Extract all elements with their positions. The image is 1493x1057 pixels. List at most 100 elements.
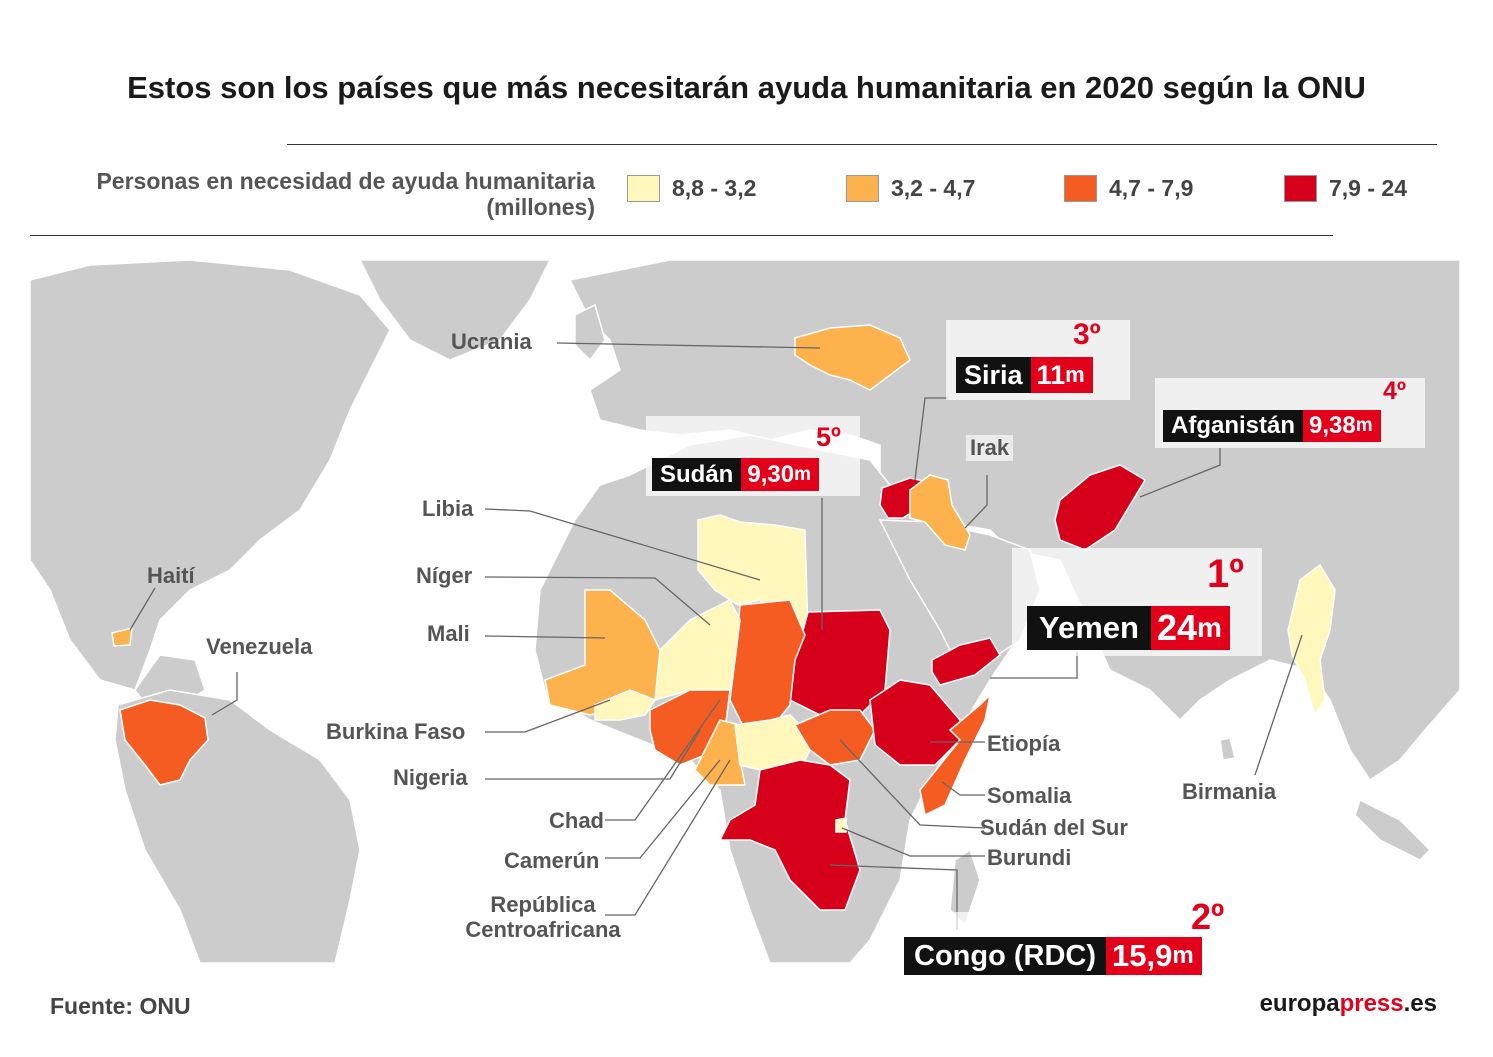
country-ucrania (794, 324, 911, 391)
rank-number-siria: 3º (1073, 318, 1101, 351)
label-sudan-sur: Sudán del Sur (980, 815, 1128, 840)
country-niger (654, 598, 741, 702)
rank-value-congo: 15,9 m (1106, 937, 1202, 975)
rank-value-yemen: 24 m (1150, 606, 1230, 650)
rank-row-congo: Congo (RDC) 15,9 m (904, 937, 1202, 975)
rank-number-congo: 2º (1191, 896, 1225, 937)
leader-irak (964, 475, 988, 529)
leader-rca (605, 759, 731, 916)
label-chad: Chad (549, 808, 604, 833)
highlighted-countries (111, 324, 1336, 911)
label-birmania: Birmania (1182, 779, 1277, 804)
leader-somalia (941, 781, 985, 796)
rank-name-congo: Congo (RDC) (904, 937, 1107, 975)
label-mali: Mali (427, 621, 470, 646)
country-sudan-sur (793, 709, 876, 766)
leader-chad (605, 699, 721, 821)
brand-part2: press (1339, 990, 1404, 1017)
leader-venezuela (211, 672, 238, 716)
legend-item-2: 3,2 - 4,7 (846, 174, 975, 202)
rank-name-afganistan: Afganistán (1163, 410, 1304, 442)
leader-sudan-sur (839, 739, 986, 829)
legend-swatch-3 (1064, 174, 1097, 202)
legend-item-1: 8,8 - 3,2 (627, 174, 756, 202)
label-camerun: Camerún (504, 848, 600, 873)
label-rca: República Centroafricana (443, 892, 643, 942)
rank-value-unit-afganistan: m (1355, 415, 1373, 436)
country-burundi (835, 817, 847, 833)
chart-title: Estos son los países que más necesitarán… (127, 70, 1366, 105)
rank-value-number-sudan: 9,30 (747, 460, 795, 488)
rank-row-yemen: Yemen 24 m (1027, 606, 1230, 650)
rank-value-siria: 11 m (1030, 357, 1093, 393)
rank-value-number-congo: 15,9 (1112, 938, 1173, 973)
country-afganistan (1054, 464, 1147, 551)
label-ucrania: Ucrania (451, 329, 532, 354)
legend-label-4: 7,9 - 24 (1329, 174, 1407, 201)
rank-value-unit-yemen: m (1197, 612, 1222, 643)
country-haiti (111, 627, 133, 647)
country-yemen (931, 637, 1001, 686)
leader-mali (484, 635, 606, 639)
leader-afganistan (1139, 448, 1221, 498)
label-somalia: Somalia (987, 783, 1072, 808)
land-uk (574, 303, 606, 362)
country-venezuela (119, 699, 209, 786)
country-irak (909, 474, 971, 551)
label-niger: Níger (416, 563, 473, 588)
label-haiti: Haití (147, 563, 195, 588)
land-sri-lanka (1219, 737, 1236, 761)
land-north-america (30, 260, 391, 691)
label-rca-line2: Centroafricana (465, 917, 621, 942)
rank-row-afganistan: Afganistán 9,38 m (1163, 410, 1381, 442)
label-burundi: Burundi (987, 845, 1072, 870)
legend-swatch-1 (627, 174, 660, 202)
country-burkina (594, 689, 657, 721)
label-etiopia: Etiopía (987, 731, 1061, 756)
leader-ucrania (556, 342, 821, 349)
label-nigeria: Nigeria (393, 765, 468, 790)
leader-siria (914, 397, 948, 481)
country-congo-rdc (718, 759, 861, 911)
rank-value-number-siria: 11 (1036, 359, 1066, 390)
brand-part1: europa (1259, 990, 1340, 1017)
leader-yemen (990, 652, 1078, 679)
rank-name-siria: Siria (956, 357, 1031, 393)
rank-row-siria: Siria 11 m (956, 357, 1093, 393)
legend-item-4: 7,9 - 24 (1284, 174, 1407, 202)
legend-swatch-4 (1284, 174, 1317, 202)
rank-row-sudan: Sudán 9,30 m (652, 458, 819, 491)
rank-value-number-afganistan: 9,38 (1309, 412, 1356, 439)
brand-logo: europapress.es (1260, 990, 1437, 1018)
rank-value-number-yemen: 24 (1156, 607, 1197, 648)
leader-niger (484, 576, 711, 626)
legend-title-line2: (millones) (486, 194, 595, 220)
rank-name-yemen: Yemen (1027, 606, 1151, 650)
leader-nigeria (485, 729, 701, 780)
rank-number-afganistan: 4º (1383, 377, 1407, 405)
country-somalia (919, 692, 992, 817)
brand-part3: .es (1403, 990, 1437, 1017)
label-irak: Irak (966, 435, 1014, 461)
rank-number-sudan: 5º (816, 422, 841, 452)
legend-label-1: 8,8 - 3,2 (672, 174, 757, 201)
rank-name-sudan: Sudán (652, 458, 742, 491)
label-libia: Libia (422, 496, 474, 521)
legend-title-line1: Personas en necesidad de ayuda humanitar… (96, 168, 595, 194)
legend-item-3: 4,7 - 7,9 (1064, 174, 1193, 202)
rank-number-yemen: 1º (1207, 552, 1244, 596)
legend-divider (30, 235, 1333, 236)
label-venezuela: Venezuela (206, 634, 313, 659)
label-burkina: Burkina Faso (326, 719, 466, 744)
land-greenland (359, 260, 551, 361)
legend-label-2: 3,2 - 4,7 (891, 174, 976, 201)
rank-value-unit-siria: m (1065, 362, 1085, 387)
country-birmania (1287, 563, 1336, 717)
leader-birmania (1254, 634, 1303, 776)
legend-label-3: 4,7 - 7,9 (1109, 174, 1194, 201)
leader-lines (129, 342, 1303, 930)
leader-congo (829, 864, 958, 930)
rank-value-unit-sudan: m (794, 463, 811, 485)
legend-title: Personas en necesidad de ayuda humanitar… (20, 168, 595, 220)
legend-swatch-2 (846, 174, 879, 202)
